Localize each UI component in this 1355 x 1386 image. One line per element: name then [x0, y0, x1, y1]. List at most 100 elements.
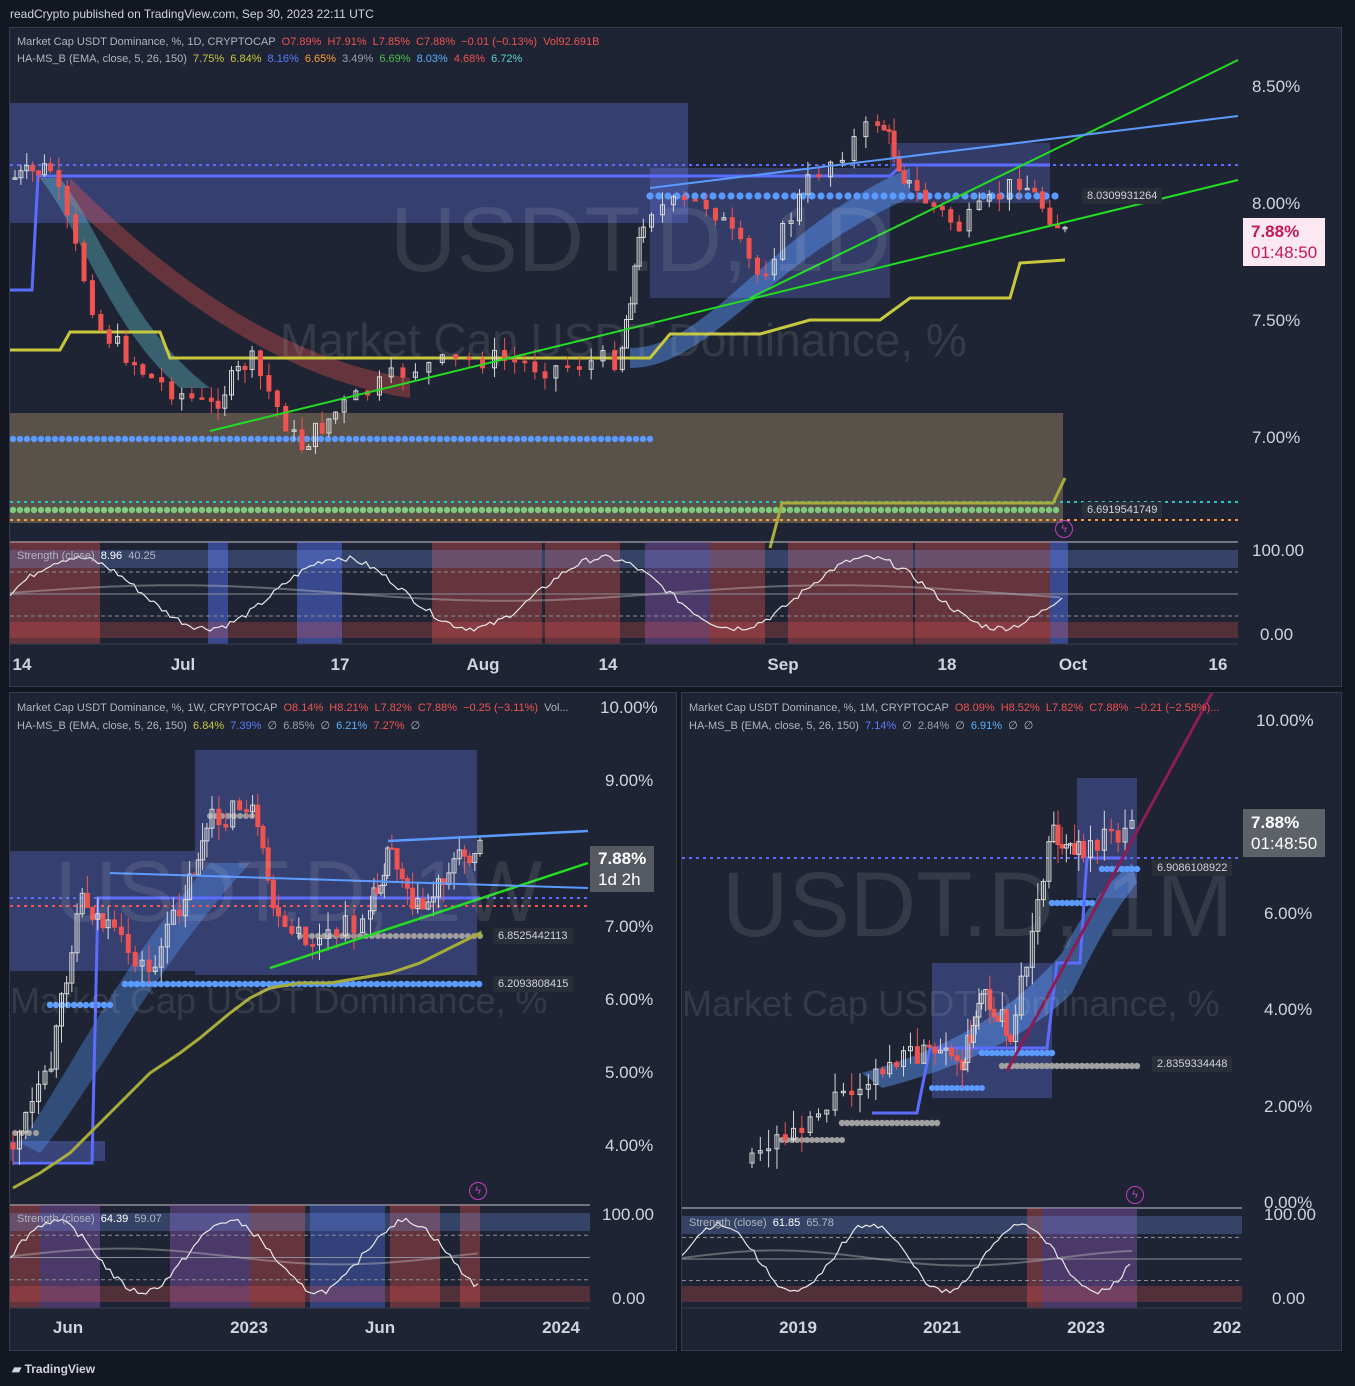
- level-dot: [249, 813, 255, 819]
- y-tick: 10.00%: [1256, 711, 1314, 730]
- level-dot: [429, 435, 437, 443]
- level-dot: [982, 506, 990, 514]
- level-dot: [667, 506, 675, 514]
- level-dot: [64, 1001, 72, 1009]
- candle-body: [98, 313, 104, 331]
- ema-ribbon: [40, 178, 210, 388]
- lightning-icon[interactable]: ϟ: [1055, 520, 1073, 538]
- level-dot: [1128, 1062, 1136, 1070]
- level-dot: [1028, 1062, 1036, 1070]
- candle-body: [851, 136, 857, 161]
- candle-body: [1072, 843, 1078, 855]
- candle-body: [771, 258, 777, 276]
- strength-band: [1042, 1208, 1097, 1308]
- candle-body: [187, 873, 193, 901]
- level-dot: [226, 506, 234, 514]
- candle-body: [204, 827, 210, 842]
- level-dot: [736, 192, 744, 200]
- candle-body: [125, 933, 131, 953]
- level-dot: [555, 435, 563, 443]
- candle-body: [140, 364, 146, 375]
- candle-body: [1081, 841, 1087, 858]
- level-dot: [427, 980, 435, 988]
- lightning-icon[interactable]: ϟ: [1126, 1186, 1144, 1204]
- ema-ribbon: [20, 863, 250, 1153]
- candle-body: [291, 429, 297, 432]
- level-dot: [198, 435, 206, 443]
- daily-chart-canvas[interactable]: [10, 28, 1341, 686]
- level-dot: [1088, 899, 1096, 907]
- lightning-icon[interactable]: ϟ: [469, 1182, 487, 1200]
- candle-body: [780, 223, 786, 260]
- level-dot: [399, 933, 405, 939]
- level-dot: [107, 506, 115, 514]
- tradingview-logo[interactable]: ▰ TradingView: [12, 1362, 96, 1376]
- step-line: [10, 258, 1066, 360]
- level-dot: [916, 192, 924, 200]
- level-dot: [1045, 506, 1053, 514]
- monthly-chart-panel[interactable]: USDT.D, 1M Market Cap USDT Dominance, % …: [681, 692, 1342, 1351]
- candle-body: [681, 196, 687, 200]
- level-dot: [121, 435, 129, 443]
- level-dot: [447, 933, 453, 939]
- candle-body: [1035, 899, 1041, 932]
- level-dot: [912, 506, 920, 514]
- candle-body: [64, 982, 70, 995]
- daily-chart-panel[interactable]: USDT.D, 1D Market Cap USDT Dominance, % …: [9, 27, 1342, 687]
- candle-body: [36, 170, 42, 176]
- level-dot: [1053, 899, 1061, 907]
- level-dot: [212, 435, 220, 443]
- level-dot: [254, 506, 262, 514]
- candle-body: [839, 159, 845, 163]
- level-dot: [373, 435, 381, 443]
- level-dot: [883, 1119, 891, 1127]
- level-dot: [534, 435, 542, 443]
- level-dot: [237, 813, 243, 819]
- monthly-chart-canvas[interactable]: [682, 693, 1341, 1350]
- weekly-chart-canvas[interactable]: [10, 693, 676, 1350]
- candle-body: [576, 366, 582, 370]
- level-dot: [240, 435, 248, 443]
- weekly-chart-panel[interactable]: USDT.D, 1W Market Cap USDT Dominance, % …: [9, 692, 677, 1351]
- level-dot: [979, 1085, 985, 1091]
- candle-body: [260, 826, 266, 849]
- candle-body: [215, 400, 221, 409]
- level-dot: [23, 506, 31, 514]
- candle-body: [282, 915, 288, 928]
- candle-body: [169, 381, 175, 400]
- level-dot: [355, 980, 363, 988]
- strength-lower-zone: [10, 1286, 590, 1302]
- level-dot: [983, 1049, 991, 1057]
- strength-line: [682, 1221, 1131, 1295]
- candle-body: [426, 362, 432, 373]
- level-dot: [445, 980, 453, 988]
- candle-body: [73, 214, 79, 244]
- candle-body: [729, 217, 735, 229]
- level-dot: [1083, 1062, 1091, 1070]
- candle-body: [255, 804, 261, 828]
- daily-header-1: Market Cap USDT Dominance, %, 1D, CRYPTO…: [17, 36, 600, 48]
- level-dot: [37, 435, 45, 443]
- level-dot: [93, 506, 101, 514]
- candle-body: [532, 361, 538, 373]
- y-tick: 5.00%: [605, 1063, 654, 1082]
- level-dot: [492, 506, 500, 514]
- level-dot: [100, 1001, 108, 1009]
- level-dot: [527, 506, 535, 514]
- candle-body: [796, 193, 802, 222]
- level-dot: [317, 435, 325, 443]
- candle-body: [749, 1152, 755, 1164]
- x-tick: Jun: [364, 1318, 396, 1337]
- x-tick: Aug: [466, 655, 500, 674]
- candle-body: [351, 915, 357, 934]
- level-dot: [918, 1119, 926, 1127]
- level-dot: [26, 1130, 32, 1136]
- candle-body: [132, 951, 138, 967]
- level-dot: [826, 192, 834, 200]
- candle-body: [360, 918, 366, 934]
- candle-body: [404, 878, 410, 889]
- level-dot: [873, 1119, 881, 1127]
- level-dot: [548, 435, 556, 443]
- level-dot: [423, 933, 429, 939]
- level-dot: [163, 435, 171, 443]
